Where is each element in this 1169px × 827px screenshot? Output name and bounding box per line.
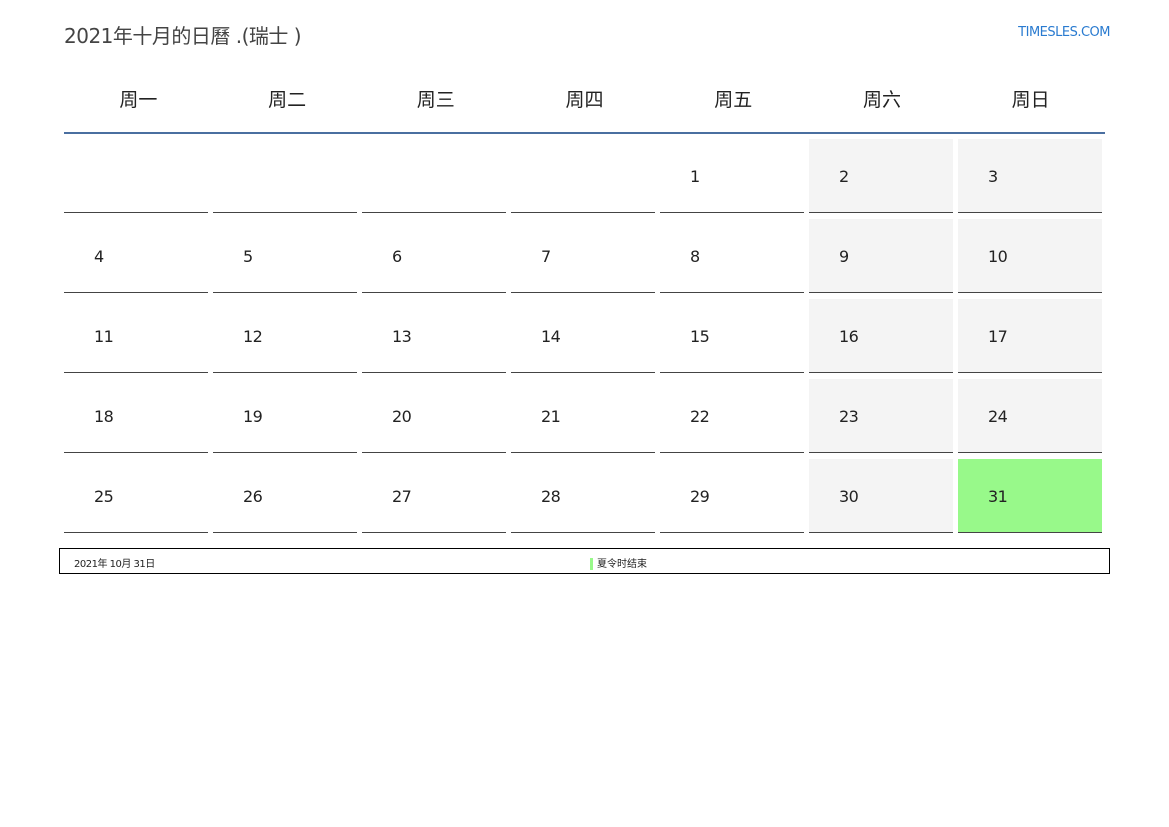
- day-number: 28: [541, 487, 561, 506]
- day-number: 30: [839, 487, 859, 506]
- day-cell[interactable]: 18: [64, 379, 208, 453]
- day-cell[interactable]: 26: [213, 459, 357, 533]
- events-legend: 2021年 10月 31日 夏令时结束: [59, 548, 1110, 574]
- page-title: 2021年十月的日曆 .(瑞士 ): [64, 24, 302, 48]
- day-cell[interactable]: 22: [660, 379, 804, 453]
- day-cell[interactable]: 21: [511, 379, 655, 453]
- calendar-grid: 1 2 3 4 5 6 7 8 9 10 11 12 13 14 15 16 17 18 19 20 21 22 23 24 2…: [64, 139, 1110, 533]
- day-number: 25: [94, 487, 114, 506]
- day-cell[interactable]: 17: [958, 299, 1102, 373]
- event-item: 夏令时结束: [590, 555, 647, 570]
- day-number: 27: [392, 487, 412, 506]
- weekday-label: 周一: [119, 89, 158, 111]
- event-color-marker: [590, 558, 593, 570]
- day-cell[interactable]: 1: [660, 139, 804, 213]
- day-cell[interactable]: 30: [809, 459, 953, 533]
- day-number: 10: [988, 247, 1008, 266]
- day-cell[interactable]: 19: [213, 379, 357, 453]
- weekday-label: 周三: [416, 89, 455, 111]
- site-logo[interactable]: TIMESLES.COM: [1018, 25, 1110, 40]
- day-number: 12: [243, 327, 263, 346]
- day-number: 29: [690, 487, 710, 506]
- day-number: 3: [988, 167, 998, 186]
- day-cell[interactable]: 6: [362, 219, 506, 293]
- day-cell[interactable]: 3: [958, 139, 1102, 213]
- day-number: 13: [392, 327, 412, 346]
- day-cell[interactable]: 14: [511, 299, 655, 373]
- day-cell[interactable]: 7: [511, 219, 655, 293]
- day-number: 18: [94, 407, 114, 426]
- day-cell[interactable]: 27: [362, 459, 506, 533]
- day-number: 11: [94, 327, 114, 346]
- day-cell[interactable]: 4: [64, 219, 208, 293]
- weekday-label: 周二: [268, 89, 307, 111]
- day-number: 20: [392, 407, 412, 426]
- day-cell[interactable]: 28: [511, 459, 655, 533]
- day-cell[interactable]: 29: [660, 459, 804, 533]
- day-number: 6: [392, 247, 402, 266]
- day-cell[interactable]: 31: [958, 459, 1102, 533]
- day-number: 26: [243, 487, 263, 506]
- day-number: 22: [690, 407, 710, 426]
- day-cell[interactable]: 11: [64, 299, 208, 373]
- day-cell[interactable]: 5: [213, 219, 357, 293]
- day-number: 8: [690, 247, 700, 266]
- day-cell[interactable]: 23: [809, 379, 953, 453]
- day-cell[interactable]: 20: [362, 379, 506, 453]
- day-cell[interactable]: 9: [809, 219, 953, 293]
- empty-cell: [64, 139, 208, 213]
- day-cell[interactable]: 25: [64, 459, 208, 533]
- day-cell[interactable]: 24: [958, 379, 1102, 453]
- event-label: 夏令时结束: [597, 559, 647, 570]
- empty-cell: [213, 139, 357, 213]
- day-cell[interactable]: 13: [362, 299, 506, 373]
- day-number: 21: [541, 407, 561, 426]
- day-number: 9: [839, 247, 849, 266]
- day-number: 31: [988, 487, 1008, 506]
- day-number: 7: [541, 247, 551, 266]
- day-number: 1: [690, 167, 700, 186]
- day-cell[interactable]: 12: [213, 299, 357, 373]
- empty-cell: [511, 139, 655, 213]
- day-cell[interactable]: 16: [809, 299, 953, 373]
- empty-cell: [362, 139, 506, 213]
- event-date: 2021年 10月 31日: [74, 559, 155, 570]
- weekday-label: 周四: [565, 89, 604, 111]
- day-number: 4: [94, 247, 104, 266]
- day-number: 19: [243, 407, 263, 426]
- day-number: 2: [839, 167, 849, 186]
- day-cell[interactable]: 8: [660, 219, 804, 293]
- day-number: 5: [243, 247, 253, 266]
- day-number: 16: [839, 327, 859, 346]
- day-cell[interactable]: 10: [958, 219, 1102, 293]
- day-cell[interactable]: 15: [660, 299, 804, 373]
- day-cell[interactable]: 2: [809, 139, 953, 213]
- weekday-label: 周日: [1011, 89, 1050, 111]
- weekday-label: 周六: [862, 89, 901, 111]
- weekday-label: 周五: [714, 89, 753, 111]
- weekday-header: 周一 周二 周三 周四 周五 周六 周日: [64, 70, 1105, 134]
- day-number: 14: [541, 327, 561, 346]
- day-number: 24: [988, 407, 1008, 426]
- day-number: 23: [839, 407, 859, 426]
- day-number: 17: [988, 327, 1008, 346]
- day-number: 15: [690, 327, 710, 346]
